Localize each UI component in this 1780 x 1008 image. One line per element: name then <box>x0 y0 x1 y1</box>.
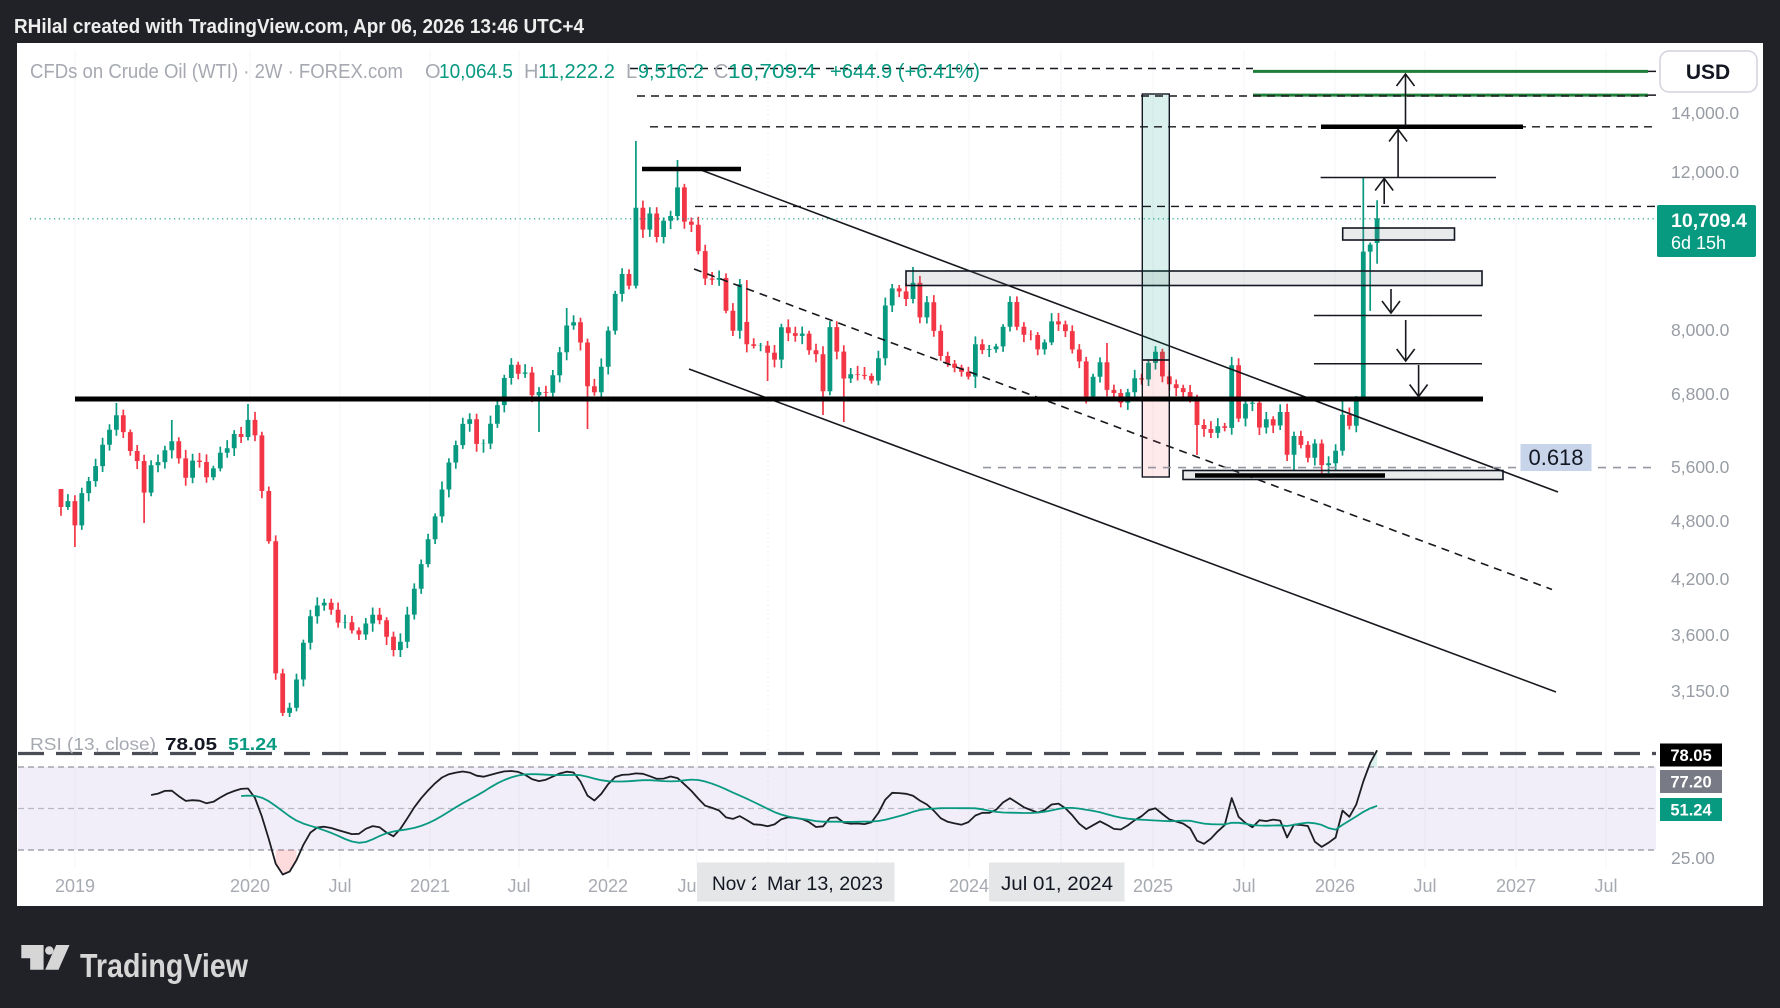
svg-text:4,200.0: 4,200.0 <box>1671 569 1730 589</box>
svg-text:Mar 13, 2023: Mar 13, 2023 <box>767 874 883 895</box>
svg-text:2024: 2024 <box>949 876 989 896</box>
svg-text:Jul: Jul <box>1232 876 1255 896</box>
svg-text:10,709.4: 10,709.4 <box>728 61 816 83</box>
svg-text:0.618: 0.618 <box>1528 445 1583 470</box>
svg-text:+644.9 (+6.41%): +644.9 (+6.41%) <box>830 61 980 83</box>
svg-text:12,000.0: 12,000.0 <box>1671 162 1739 182</box>
svg-text:6,800.0: 6,800.0 <box>1671 384 1730 404</box>
svg-text:Jul: Jul <box>1413 876 1436 896</box>
svg-text:2026: 2026 <box>1315 876 1355 896</box>
svg-text:5,600.0: 5,600.0 <box>1671 457 1730 477</box>
svg-text:H: H <box>524 61 538 83</box>
svg-text:51.24: 51.24 <box>1670 802 1712 820</box>
svg-text:78.05: 78.05 <box>1670 747 1711 765</box>
svg-text:L: L <box>626 61 637 83</box>
svg-text:RSI (13, close): RSI (13, close) <box>30 734 156 754</box>
svg-text:Jul: Jul <box>328 876 351 896</box>
svg-text:2020: 2020 <box>230 876 270 896</box>
svg-text:14,000.0: 14,000.0 <box>1671 103 1739 123</box>
svg-text:78.05: 78.05 <box>165 734 217 754</box>
svg-text:10,709.4: 10,709.4 <box>1671 210 1747 232</box>
svg-text:Jul: Jul <box>507 876 530 896</box>
svg-text:3,150.0: 3,150.0 <box>1671 681 1730 701</box>
svg-text:2019: 2019 <box>55 876 95 896</box>
svg-text:3,600.0: 3,600.0 <box>1671 625 1730 645</box>
svg-text:77.20: 77.20 <box>1670 774 1711 792</box>
svg-text:RHilal created with TradingVie: RHilal created with TradingView.com, Apr… <box>14 16 585 38</box>
svg-text:8,000.0: 8,000.0 <box>1671 320 1730 340</box>
svg-text:2022: 2022 <box>588 876 628 896</box>
svg-text:TradingView: TradingView <box>80 947 248 984</box>
svg-text:Jul 01, 2024: Jul 01, 2024 <box>1001 874 1113 895</box>
svg-text:USD: USD <box>1686 61 1730 84</box>
svg-text:C: C <box>714 61 728 83</box>
svg-text:2021: 2021 <box>410 876 450 896</box>
svg-text:9,516.2: 9,516.2 <box>638 61 704 83</box>
svg-text:Jul: Jul <box>1594 876 1617 896</box>
svg-text:10,064.5: 10,064.5 <box>439 61 513 83</box>
svg-text:2025: 2025 <box>1133 876 1173 896</box>
svg-text:11,222.2: 11,222.2 <box>538 61 615 83</box>
svg-text:4,800.0: 4,800.0 <box>1671 511 1730 531</box>
svg-text:6d 15h: 6d 15h <box>1671 233 1726 253</box>
svg-text:25.00: 25.00 <box>1671 848 1715 868</box>
svg-text:O: O <box>425 61 441 83</box>
svg-text:CFDs on Crude Oil (WTI) · 2W ·: CFDs on Crude Oil (WTI) · 2W · FOREX.com <box>30 61 403 83</box>
svg-text:51.24: 51.24 <box>228 734 277 754</box>
svg-text:Jul: Jul <box>677 876 700 896</box>
svg-text:2027: 2027 <box>1496 876 1536 896</box>
